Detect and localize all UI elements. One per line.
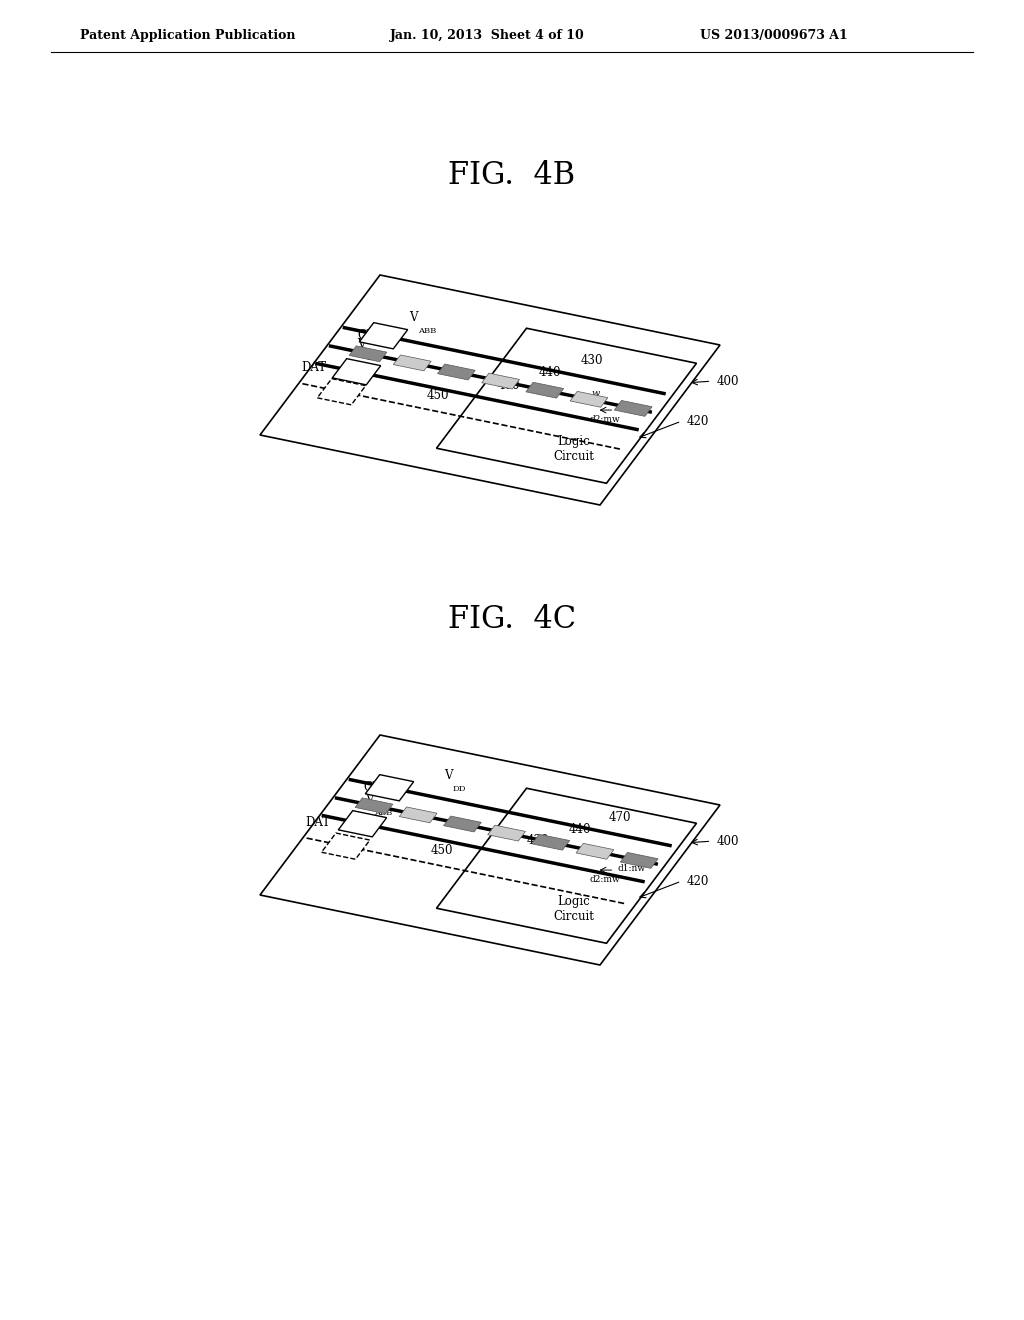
Text: Logic
Circuit: Logic Circuit bbox=[553, 895, 594, 923]
Text: Jan. 10, 2013  Sheet 4 of 10: Jan. 10, 2013 Sheet 4 of 10 bbox=[390, 29, 585, 41]
Text: SS: SS bbox=[366, 355, 378, 363]
Text: 470: 470 bbox=[609, 810, 632, 824]
Polygon shape bbox=[621, 853, 658, 869]
Text: V: V bbox=[366, 793, 374, 805]
Text: US 2013/0009673 A1: US 2013/0009673 A1 bbox=[700, 29, 848, 41]
Text: Patent Application Publication: Patent Application Publication bbox=[80, 29, 296, 41]
Polygon shape bbox=[359, 322, 408, 348]
Polygon shape bbox=[393, 355, 431, 371]
Polygon shape bbox=[614, 400, 652, 416]
Text: DAT: DAT bbox=[301, 360, 327, 374]
Text: 450: 450 bbox=[431, 845, 453, 857]
Text: 400: 400 bbox=[717, 834, 739, 847]
Polygon shape bbox=[317, 379, 366, 405]
Polygon shape bbox=[437, 364, 475, 380]
Polygon shape bbox=[577, 843, 614, 859]
Text: 440: 440 bbox=[568, 822, 591, 836]
Text: FIG.  4B: FIG. 4B bbox=[449, 160, 575, 190]
Text: V: V bbox=[410, 312, 418, 325]
Text: 460: 460 bbox=[498, 379, 520, 392]
Polygon shape bbox=[487, 825, 525, 841]
Text: w: w bbox=[591, 849, 600, 858]
Text: FIG.  4C: FIG. 4C bbox=[447, 605, 577, 635]
Text: w: w bbox=[591, 389, 600, 397]
Text: V: V bbox=[444, 770, 453, 783]
Polygon shape bbox=[526, 383, 563, 399]
Text: DAT: DAT bbox=[305, 816, 330, 829]
Text: 420: 420 bbox=[686, 875, 709, 887]
Text: CLK: CLK bbox=[364, 781, 389, 795]
Text: 450: 450 bbox=[427, 389, 450, 403]
Polygon shape bbox=[333, 359, 381, 385]
Text: V: V bbox=[357, 338, 366, 351]
Text: d2:mw: d2:mw bbox=[590, 416, 621, 424]
Polygon shape bbox=[443, 816, 481, 832]
Polygon shape bbox=[322, 833, 370, 859]
Text: 430: 430 bbox=[526, 834, 549, 847]
Text: Logic
Circuit: Logic Circuit bbox=[553, 434, 594, 463]
Polygon shape bbox=[366, 775, 414, 801]
Polygon shape bbox=[349, 346, 387, 362]
Polygon shape bbox=[355, 797, 393, 813]
Text: ABB: ABB bbox=[374, 809, 392, 817]
Text: ABB: ABB bbox=[418, 327, 436, 335]
Text: 440: 440 bbox=[539, 366, 561, 379]
Polygon shape bbox=[531, 834, 569, 850]
Text: d1:nw: d1:nw bbox=[617, 865, 645, 874]
Text: DD: DD bbox=[453, 785, 466, 793]
Polygon shape bbox=[399, 807, 437, 822]
Text: 430: 430 bbox=[581, 354, 603, 367]
Polygon shape bbox=[338, 810, 387, 837]
Text: d1:nw: d1:nw bbox=[617, 404, 645, 413]
Text: 420: 420 bbox=[686, 414, 709, 428]
Polygon shape bbox=[570, 391, 608, 408]
Polygon shape bbox=[481, 374, 519, 389]
Text: CLK: CLK bbox=[357, 329, 384, 342]
Text: d2:mw: d2:mw bbox=[590, 875, 621, 884]
Text: 400: 400 bbox=[717, 375, 739, 388]
